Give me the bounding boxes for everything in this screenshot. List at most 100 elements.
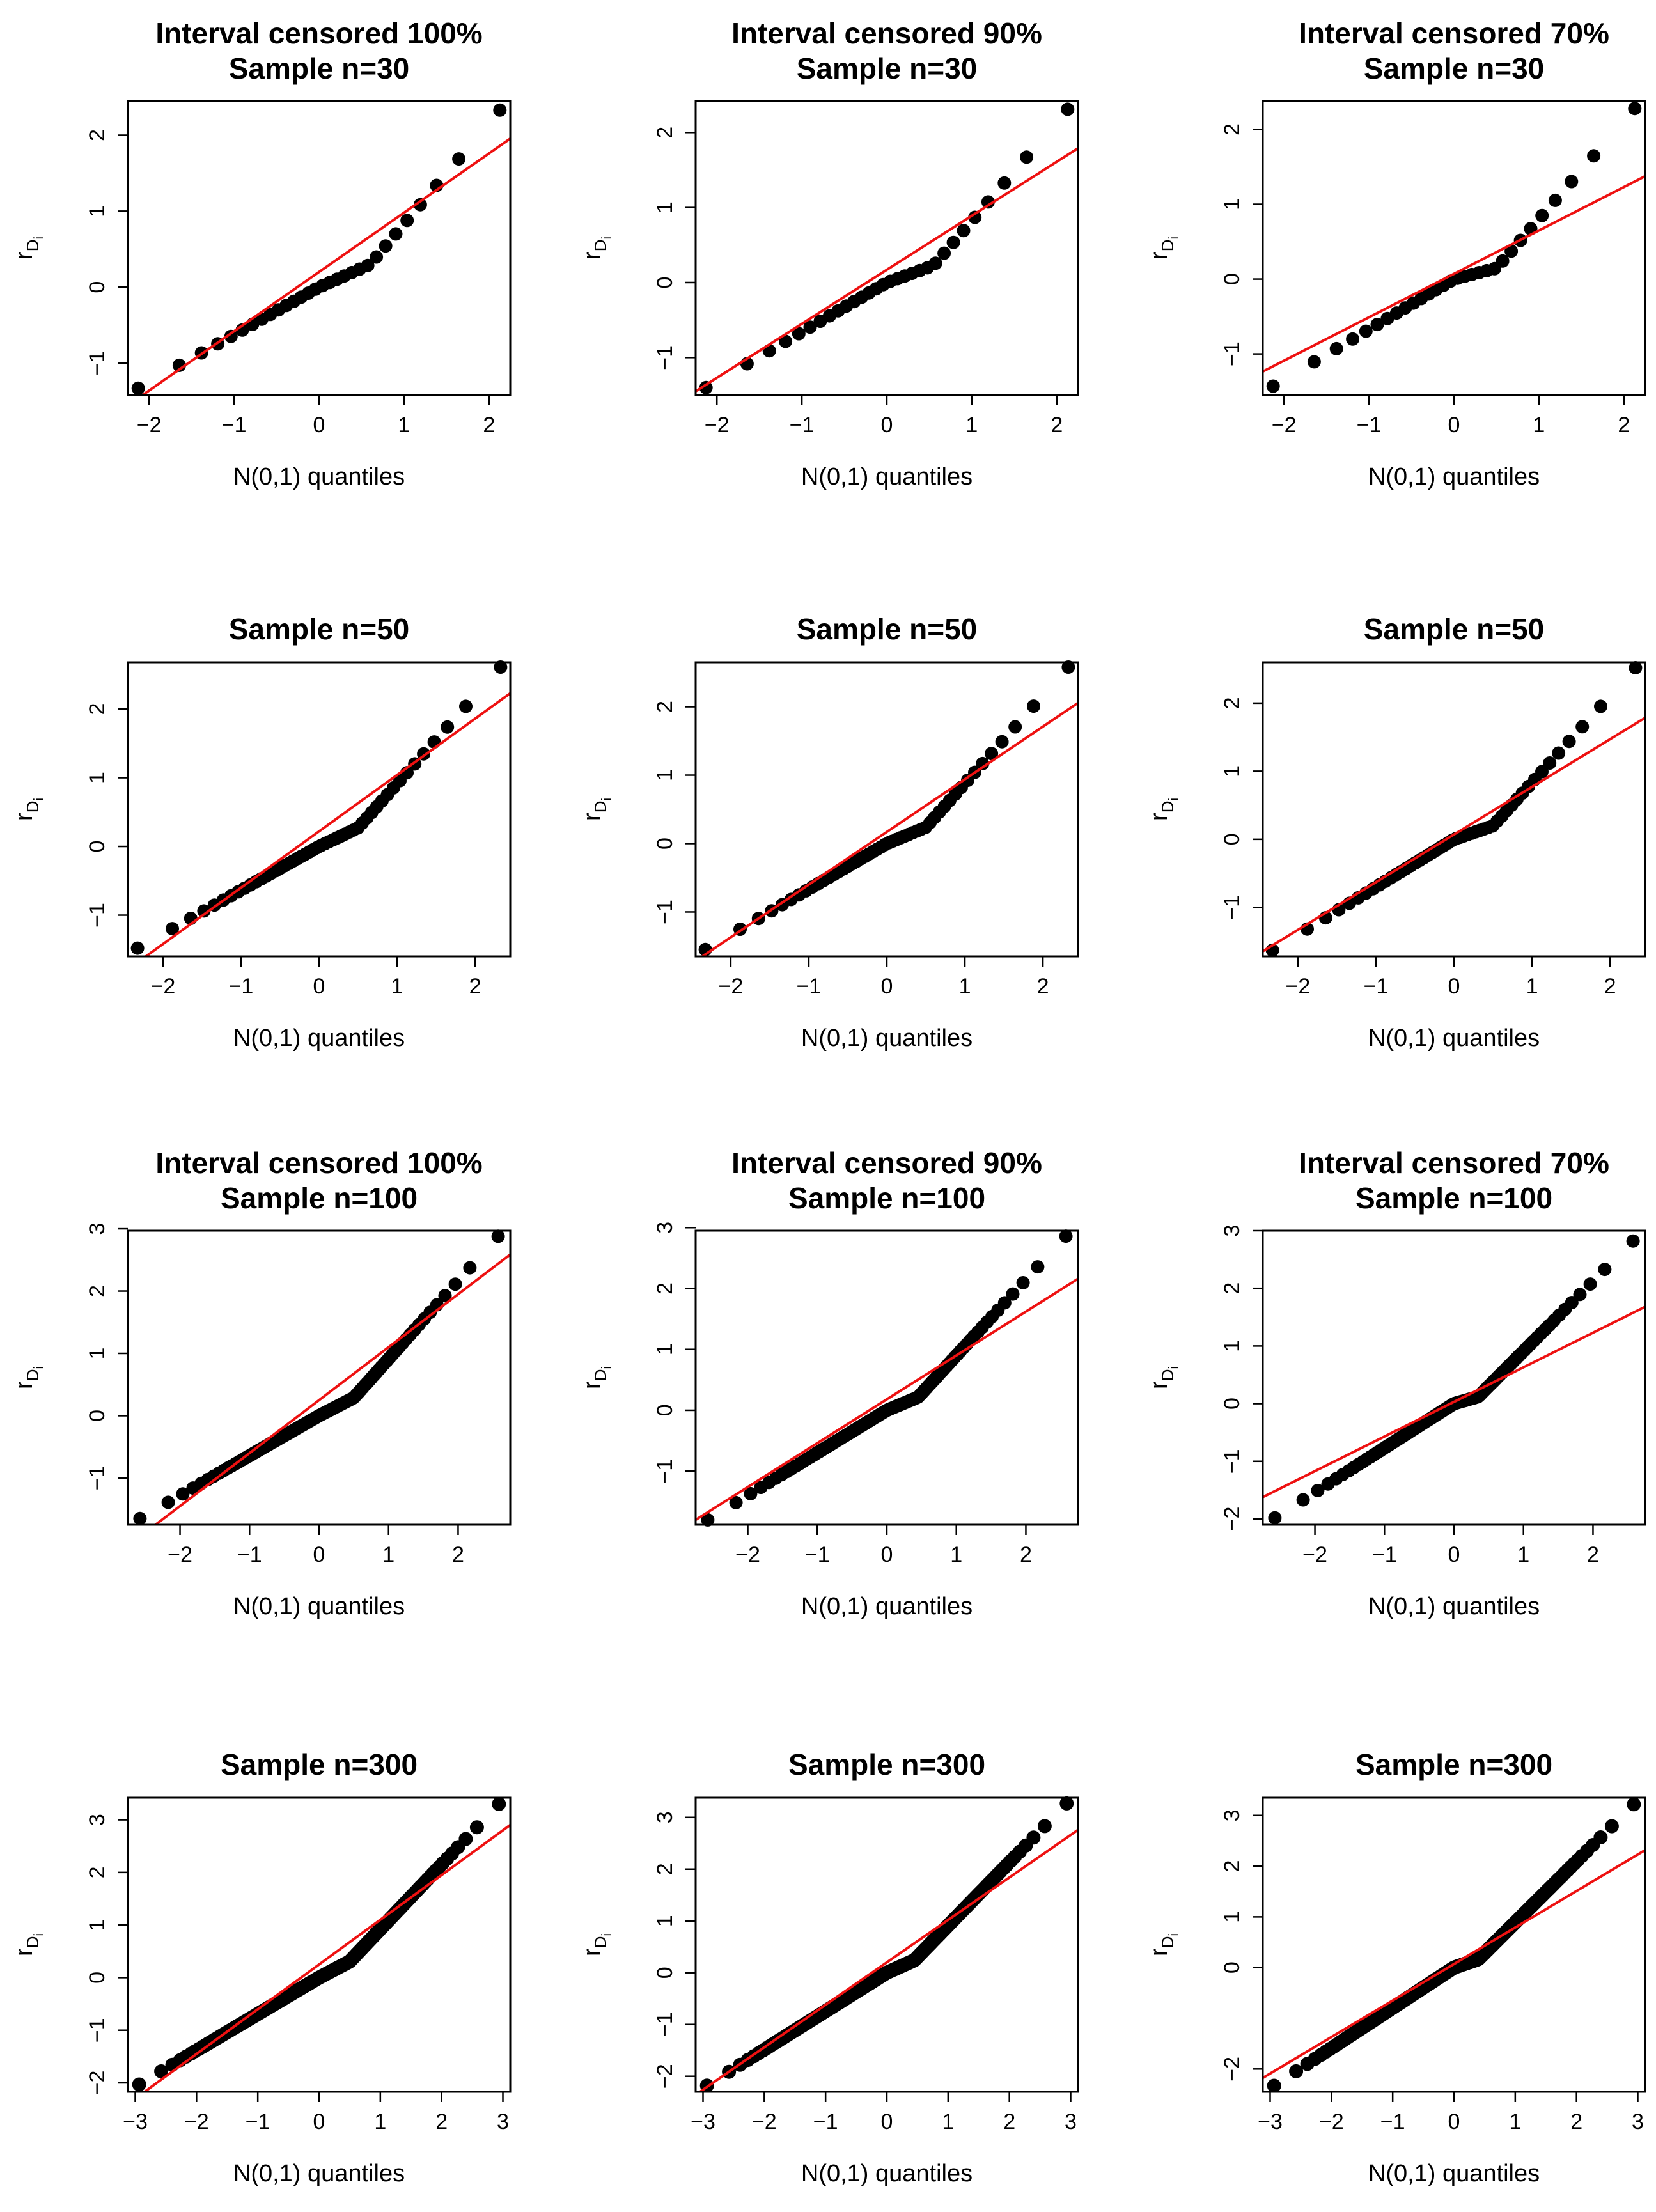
plot-frame <box>1262 1229 1646 1526</box>
y-tick-label: 0 <box>85 1410 109 1422</box>
y-tick-label: 0 <box>1220 1398 1244 1410</box>
data-point <box>997 176 1012 190</box>
x-tick-label: 1 <box>398 413 410 437</box>
y-axis-label-subsubscript: i <box>32 1366 46 1369</box>
y-tick-label: 1 <box>653 1915 677 1927</box>
qq-reference-line <box>142 1823 510 2092</box>
qq-panel-11: Sample n=300 −3 −2 −1 0 1 2 3 −2 −1 0 1 2 3 N(0,1) qua… <box>579 1748 1079 2187</box>
residual-points <box>699 102 1075 394</box>
y-axis-label: rDi <box>1146 1933 1181 1956</box>
qq-reference-line <box>153 1252 510 1525</box>
y-tick-label: 0 <box>85 1972 109 1984</box>
qq-panel-5: Sample n=50 −2 −1 0 1 2 −1 0 1 2 N(0,1) quantiles r… <box>579 612 1079 1052</box>
data-point <box>166 922 179 936</box>
data-point <box>1359 324 1373 338</box>
data-point <box>995 735 1009 749</box>
qq-panel-12: Sample n=300 −3 −2 −1 0 1 2 3 −2 0 1 2 3 N(0,1) quant… <box>1146 1748 1646 2187</box>
x-tick-label: −2 <box>1272 413 1297 437</box>
x-tick-label: 1 <box>1526 974 1538 999</box>
y-axis: −1 0 1 2 <box>1220 123 1263 366</box>
x-axis-label: N(0,1) quantiles <box>801 1025 973 1052</box>
y-axis: −1 0 1 2 <box>1220 697 1263 920</box>
y-axis: −1 0 1 2 <box>653 701 696 924</box>
data-point <box>1565 1296 1579 1309</box>
panel-title: Sample n=100 <box>788 1181 985 1215</box>
y-axis-label: rDi <box>11 1366 46 1389</box>
data-point <box>493 103 507 117</box>
data-point <box>1061 102 1075 116</box>
data-point <box>161 1495 175 1509</box>
y-axis-label-subsubscript: i <box>600 1366 614 1369</box>
x-tick-label: 2 <box>1618 413 1630 437</box>
x-tick-label: 0 <box>881 974 893 999</box>
x-tick-label: 2 <box>483 413 495 437</box>
x-tick-label: −2 <box>752 2110 777 2134</box>
x-tick-label: 0 <box>881 413 893 437</box>
x-tick-label: −2 <box>705 413 730 437</box>
y-tick-label: −1 <box>1220 895 1244 920</box>
plot-frame <box>127 661 512 958</box>
y-tick-label: −1 <box>653 345 677 370</box>
panel-title: Interval censored 70% <box>1299 1146 1609 1180</box>
data-point <box>1268 1511 1282 1525</box>
y-axis-label-subsubscript: i <box>1167 1933 1181 1936</box>
x-tick-label: 0 <box>1448 1543 1460 1567</box>
y-tick-label: 2 <box>85 703 109 715</box>
x-tick-label: 2 <box>1570 2110 1582 2134</box>
data-point <box>491 1229 505 1243</box>
y-tick-label: −1 <box>1220 341 1244 366</box>
y-axis-label-subscript: D <box>23 801 42 813</box>
qq-reference-line <box>696 1277 1078 1522</box>
x-tick-label: 0 <box>1448 413 1460 437</box>
y-axis-label-main: r <box>11 1948 38 1956</box>
panel-title: Sample n=30 <box>229 52 410 85</box>
x-axis: −2 −1 0 1 2 <box>1272 395 1630 437</box>
x-axis-label: N(0,1) quantiles <box>1368 2160 1540 2187</box>
y-tick-label: 0 <box>1220 1961 1244 1974</box>
y-axis-label-subsubscript: i <box>1167 798 1181 800</box>
panel-title: Interval censored 90% <box>731 1146 1042 1180</box>
y-axis: −1 0 1 2 <box>85 129 128 375</box>
y-axis-label-main: r <box>11 813 38 821</box>
x-tick-label: −2 <box>1319 2110 1344 2134</box>
data-point <box>458 1832 473 1846</box>
y-axis-label-subsubscript: i <box>600 798 614 800</box>
y-tick-label: 0 <box>653 1404 677 1416</box>
data-point <box>1565 175 1579 189</box>
residual-points <box>133 1229 505 1525</box>
data-point <box>997 1296 1012 1310</box>
data-point <box>379 239 393 253</box>
x-tick-label: 1 <box>391 974 403 999</box>
data-point <box>130 941 145 955</box>
data-point <box>176 1487 190 1501</box>
y-tick-label: 0 <box>653 277 677 289</box>
qq-reference-line <box>1263 175 1645 373</box>
y-axis-label-subscript: D <box>1158 801 1177 813</box>
data-point <box>1370 318 1384 332</box>
x-axis: −2 −1 0 1 2 <box>151 956 481 999</box>
qq-panel-3: Interval censored 70%Sample n=30−2 −1 0 1 2−… <box>1146 17 1646 490</box>
qq-panel-9: Interval censored 70%Sample n=100 −2 −1 0 1 2… <box>1146 1146 1646 1620</box>
y-tick-label: 3 <box>85 1814 109 1826</box>
y-axis-label: rDi <box>579 1933 614 1956</box>
y-axis-label-main: r <box>1146 813 1173 821</box>
data-point <box>1504 244 1519 258</box>
x-tick-label: 0 <box>313 974 325 999</box>
y-tick-label: −2 <box>653 2064 677 2089</box>
y-tick-label: −2 <box>1220 2057 1244 2082</box>
x-tick-label: 0 <box>313 413 325 437</box>
data-point <box>1031 1260 1045 1274</box>
x-tick-label: 2 <box>1003 2110 1015 2134</box>
y-tick-label: 1 <box>1220 1911 1244 1923</box>
x-axis: −2 −1 0 1 2 <box>1302 1525 1599 1567</box>
x-tick-label: −2 <box>137 413 162 437</box>
y-tick-label: 0 <box>85 281 109 293</box>
y-axis-label-subscript: D <box>591 1369 610 1382</box>
y-tick-label: −1 <box>85 903 109 928</box>
panel-title: Sample n=50 <box>1364 612 1545 646</box>
qq-reference-line <box>1263 716 1645 953</box>
x-tick-label: 0 <box>1448 2110 1460 2134</box>
data-point <box>1026 1830 1041 1845</box>
y-tick-label: 1 <box>653 201 677 214</box>
x-tick-label: −1 <box>246 2110 270 2134</box>
